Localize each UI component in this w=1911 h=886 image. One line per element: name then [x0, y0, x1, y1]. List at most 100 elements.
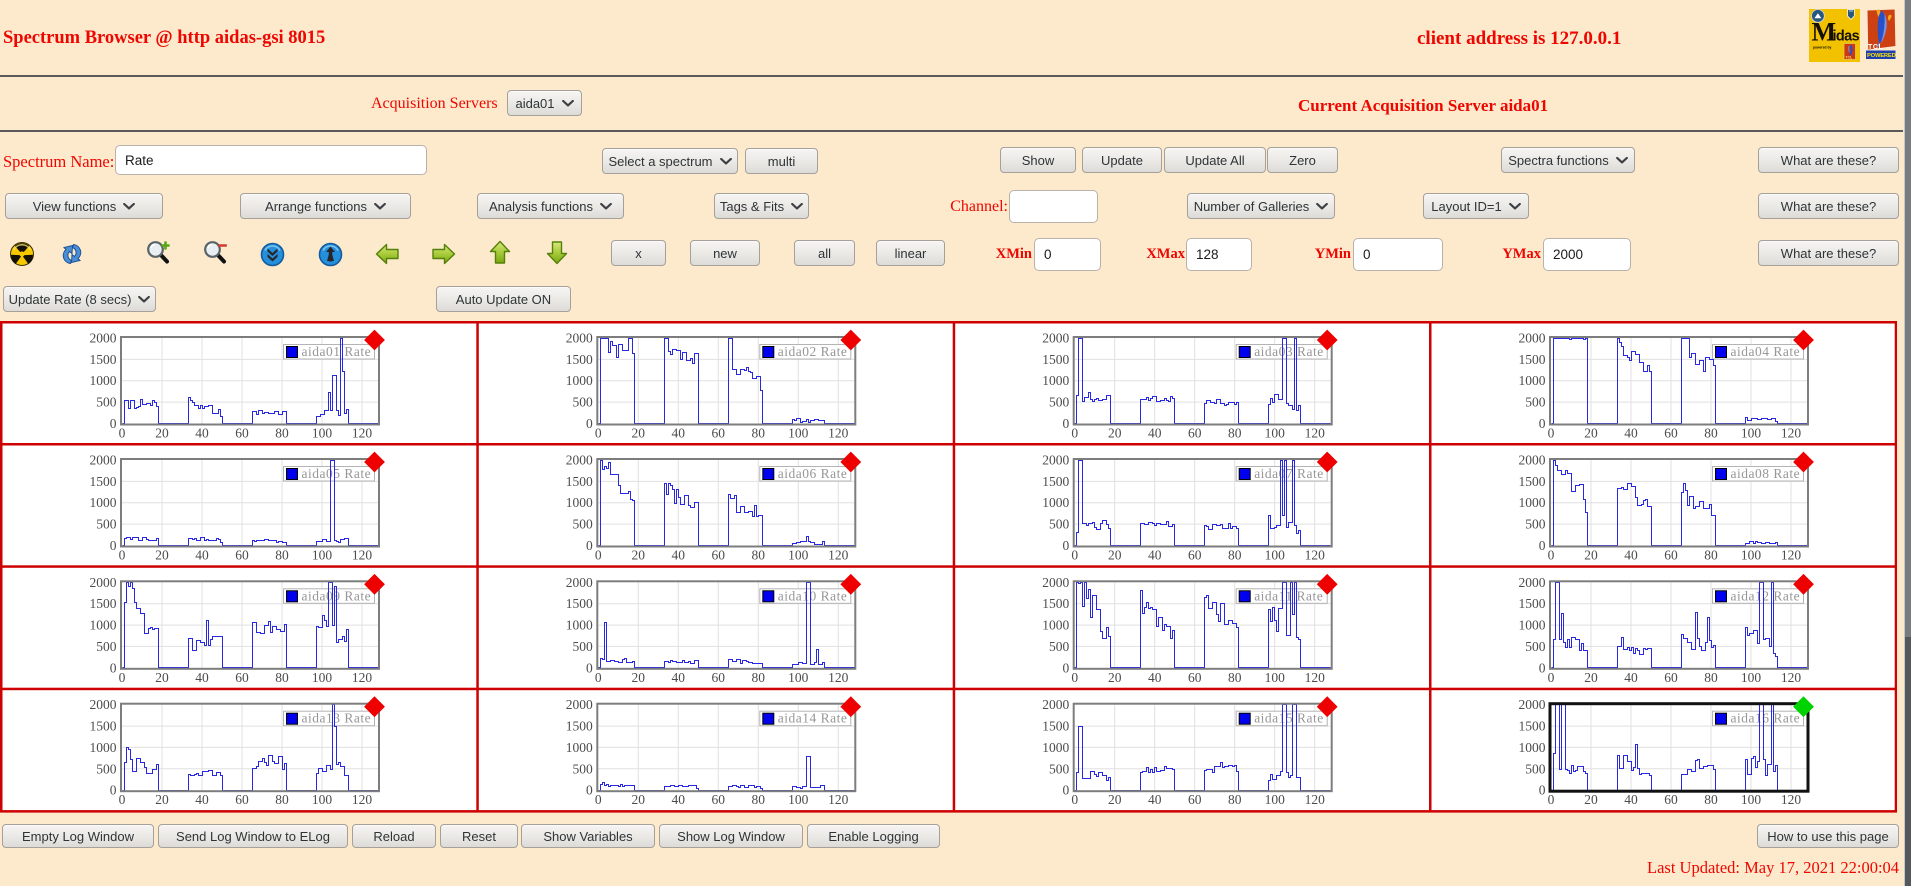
- svg-text:80: 80: [1228, 792, 1242, 807]
- svg-text:0: 0: [110, 416, 117, 431]
- svg-text:aida10 Rate: aida10 Rate: [778, 588, 848, 603]
- svg-text:20: 20: [155, 670, 169, 685]
- svg-text:0: 0: [586, 660, 593, 675]
- svg-text:60: 60: [1188, 670, 1202, 685]
- svg-text:80: 80: [752, 792, 766, 807]
- svg-text:120: 120: [828, 792, 849, 807]
- svg-text:1000: 1000: [566, 373, 593, 388]
- svg-text:1500: 1500: [1042, 352, 1069, 367]
- svg-text:60: 60: [1664, 792, 1678, 807]
- svg-text:120: 120: [1305, 426, 1326, 441]
- svg-text:120: 120: [1305, 670, 1326, 685]
- svg-text:20: 20: [1108, 792, 1122, 807]
- svg-text:aida03 Rate: aida03 Rate: [1254, 344, 1324, 359]
- svg-text:aida11 Rate: aida11 Rate: [1254, 588, 1323, 603]
- svg-text:500: 500: [1049, 517, 1070, 532]
- svg-text:80: 80: [752, 426, 766, 441]
- svg-text:1500: 1500: [90, 352, 117, 367]
- svg-text:60: 60: [235, 792, 249, 807]
- svg-text:80: 80: [1704, 792, 1718, 807]
- svg-text:60: 60: [712, 426, 726, 441]
- svg-text:0: 0: [595, 670, 602, 685]
- svg-text:1000: 1000: [90, 740, 117, 755]
- svg-text:POWERED: POWERED: [1867, 53, 1896, 59]
- svg-text:20: 20: [155, 792, 169, 807]
- svg-text:100: 100: [1265, 548, 1286, 563]
- svg-text:60: 60: [712, 792, 726, 807]
- svg-text:20: 20: [1108, 670, 1122, 685]
- svg-text:80: 80: [1704, 426, 1718, 441]
- svg-text:500: 500: [573, 639, 594, 654]
- svg-text:80: 80: [1228, 426, 1242, 441]
- svg-text:20: 20: [632, 426, 646, 441]
- svg-text:1500: 1500: [90, 474, 117, 489]
- svg-text:1500: 1500: [1519, 596, 1546, 611]
- svg-text:80: 80: [275, 792, 289, 807]
- svg-text:2000: 2000: [566, 331, 593, 346]
- svg-text:0: 0: [1071, 548, 1078, 563]
- svg-text:0: 0: [586, 538, 593, 553]
- svg-text:80: 80: [275, 426, 289, 441]
- svg-text:40: 40: [195, 548, 209, 563]
- svg-text:1500: 1500: [1042, 596, 1069, 611]
- svg-text:0: 0: [1548, 670, 1555, 685]
- svg-text:2000: 2000: [566, 453, 593, 468]
- svg-text:powered by: powered by: [1813, 46, 1831, 50]
- svg-text:60: 60: [1188, 426, 1202, 441]
- svg-text:1000: 1000: [1042, 495, 1069, 510]
- svg-text:100: 100: [312, 792, 333, 807]
- svg-text:aida15 Rate: aida15 Rate: [1254, 711, 1324, 726]
- svg-text:0: 0: [119, 426, 126, 441]
- svg-text:80: 80: [752, 670, 766, 685]
- svg-text:500: 500: [96, 395, 117, 410]
- svg-text:60: 60: [1188, 548, 1202, 563]
- svg-text:1500: 1500: [90, 719, 117, 734]
- svg-text:TCL: TCL: [1846, 56, 1853, 60]
- svg-text:100: 100: [1741, 792, 1762, 807]
- svg-text:2000: 2000: [1042, 697, 1069, 712]
- svg-text:500: 500: [573, 517, 594, 532]
- svg-text:1000: 1000: [1042, 618, 1069, 633]
- svg-text:40: 40: [672, 426, 686, 441]
- svg-text:aida04 Rate: aida04 Rate: [1731, 344, 1801, 359]
- svg-text:aida01 Rate: aida01 Rate: [302, 344, 372, 359]
- svg-text:0: 0: [1062, 783, 1069, 798]
- svg-text:120: 120: [828, 426, 849, 441]
- svg-text:40: 40: [1148, 792, 1162, 807]
- svg-text:60: 60: [712, 548, 726, 563]
- svg-text:500: 500: [96, 639, 117, 654]
- svg-text:1500: 1500: [566, 352, 593, 367]
- svg-text:1000: 1000: [1519, 373, 1546, 388]
- svg-text:500: 500: [1525, 639, 1546, 654]
- svg-text:0: 0: [586, 416, 593, 431]
- svg-text:500: 500: [1049, 761, 1070, 776]
- svg-text:100: 100: [788, 670, 809, 685]
- svg-text:M: M: [1812, 18, 1837, 47]
- svg-text:20: 20: [1584, 670, 1598, 685]
- svg-text:aida02 Rate: aida02 Rate: [778, 344, 848, 359]
- svg-text:1000: 1000: [566, 740, 593, 755]
- svg-text:100: 100: [312, 426, 333, 441]
- svg-text:0: 0: [1539, 660, 1546, 675]
- svg-text:20: 20: [632, 792, 646, 807]
- svg-text:120: 120: [828, 548, 849, 563]
- svg-text:0: 0: [1548, 548, 1555, 563]
- svg-text:500: 500: [96, 761, 117, 776]
- svg-text:1500: 1500: [566, 596, 593, 611]
- svg-text:aida12 Rate: aida12 Rate: [1731, 588, 1801, 603]
- svg-text:500: 500: [1525, 761, 1546, 776]
- svg-text:0: 0: [1071, 670, 1078, 685]
- svg-text:0: 0: [1062, 416, 1069, 431]
- svg-text:1500: 1500: [1519, 474, 1546, 489]
- svg-text:2000: 2000: [1042, 331, 1069, 346]
- svg-text:60: 60: [1664, 426, 1678, 441]
- svg-text:1500: 1500: [1042, 719, 1069, 734]
- svg-text:1000: 1000: [90, 373, 117, 388]
- svg-text:100: 100: [312, 670, 333, 685]
- svg-text:aida13 Rate: aida13 Rate: [302, 711, 372, 726]
- svg-text:60: 60: [1664, 670, 1678, 685]
- svg-text:40: 40: [672, 548, 686, 563]
- svg-text:0: 0: [1539, 783, 1546, 798]
- svg-text:120: 120: [1305, 548, 1326, 563]
- svg-text:2000: 2000: [1519, 697, 1546, 712]
